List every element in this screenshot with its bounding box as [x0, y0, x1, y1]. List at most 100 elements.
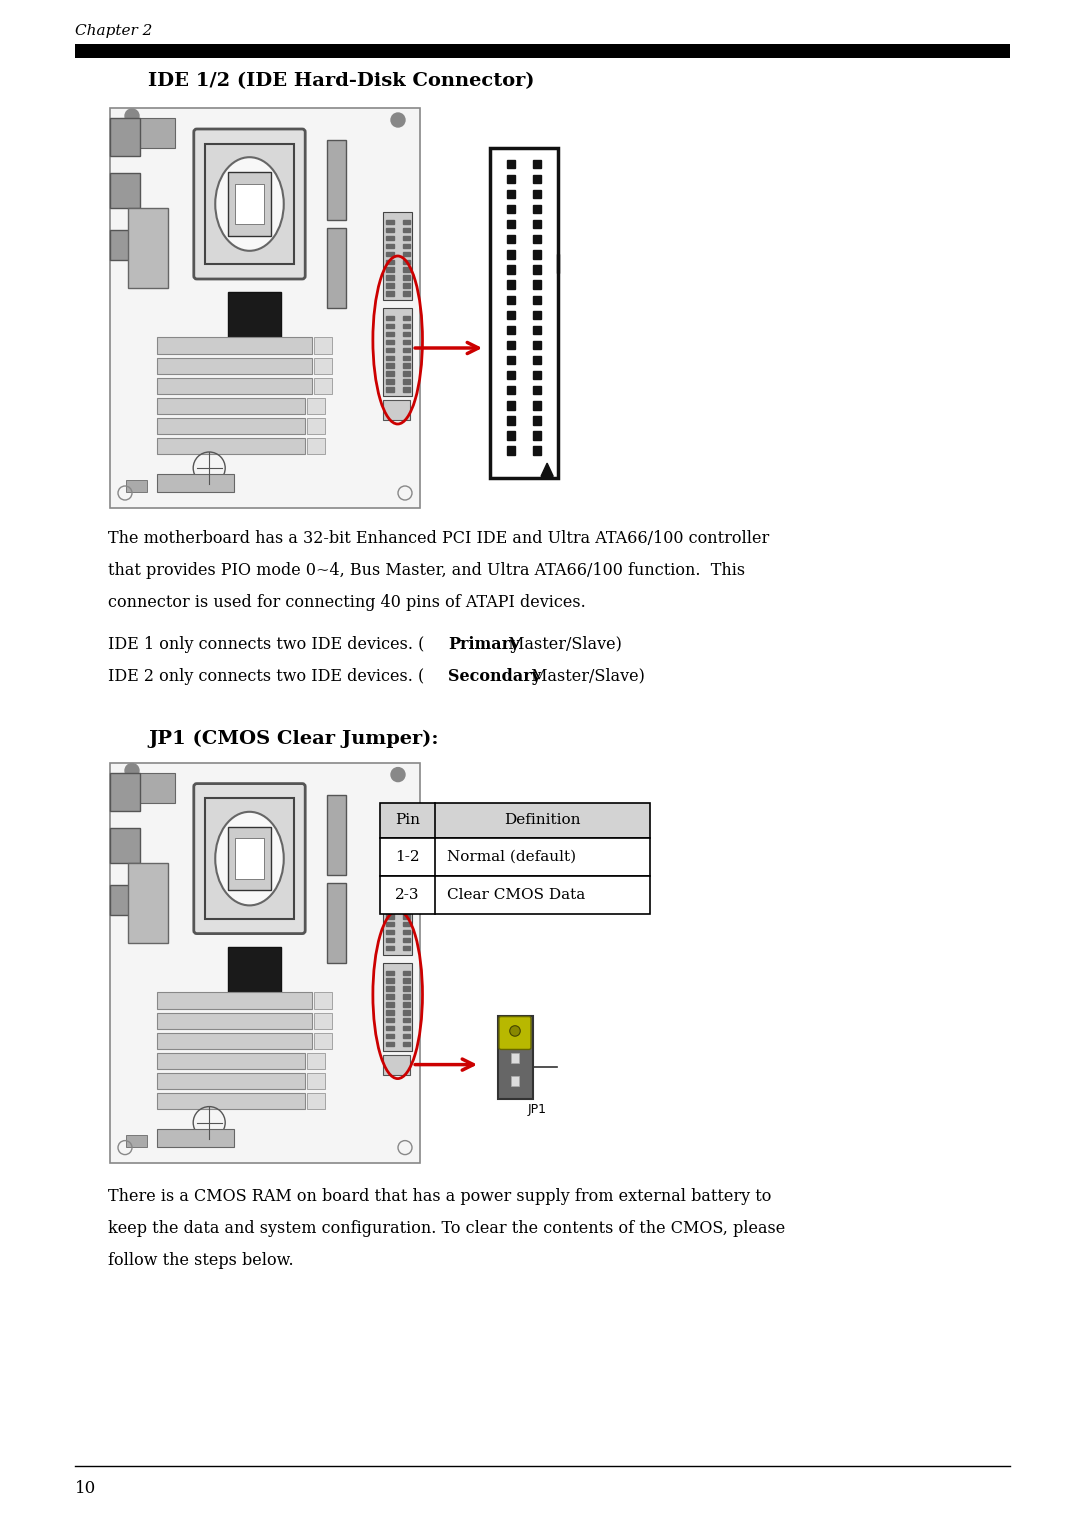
Bar [387, 371, 394, 376]
Text: The motherboard has a 32-bit Enhanced PCI IDE and Ultra ATA66/100 controller: The motherboard has a 32-bit Enhanced PC… [108, 530, 769, 547]
Ellipse shape [215, 811, 284, 906]
Bar [387, 228, 394, 232]
Bar [532, 251, 541, 258]
Bar [387, 921, 394, 926]
Bar [403, 364, 410, 368]
Bar [387, 252, 394, 257]
Bar [387, 292, 394, 295]
FancyBboxPatch shape [110, 885, 138, 915]
Bar [403, 891, 410, 895]
Bar [507, 189, 515, 199]
FancyBboxPatch shape [308, 439, 325, 454]
Bar [532, 220, 541, 228]
FancyBboxPatch shape [498, 1016, 532, 1099]
Bar [387, 883, 394, 886]
Bar [532, 189, 541, 199]
Text: keep the data and system configuration. To clear the contents of the CMOS, pleas: keep the data and system configuration. … [108, 1219, 785, 1236]
Bar [532, 266, 541, 274]
Bar [403, 235, 410, 240]
Bar [507, 310, 515, 319]
Bar [507, 235, 515, 243]
Bar [387, 1010, 394, 1015]
Text: JP1 (CMOS Clear Jumper):: JP1 (CMOS Clear Jumper): [148, 729, 438, 747]
Bar [532, 174, 541, 183]
FancyBboxPatch shape [511, 1053, 519, 1063]
Bar [507, 220, 515, 228]
FancyBboxPatch shape [313, 1013, 333, 1028]
Bar [403, 260, 410, 264]
Bar [387, 987, 394, 990]
Bar [532, 416, 541, 425]
FancyBboxPatch shape [308, 1073, 325, 1088]
Bar [507, 325, 515, 335]
Bar [507, 266, 515, 274]
FancyBboxPatch shape [205, 798, 294, 918]
Bar [387, 332, 394, 336]
Circle shape [125, 108, 139, 122]
Polygon shape [541, 463, 553, 477]
FancyBboxPatch shape [193, 784, 306, 934]
Text: IDE 2 only connects two IDE devices. (: IDE 2 only connects two IDE devices. ( [108, 668, 424, 685]
Circle shape [391, 113, 405, 127]
Bar [403, 1018, 410, 1022]
Bar [532, 235, 541, 243]
FancyBboxPatch shape [380, 802, 650, 837]
Circle shape [510, 1025, 521, 1036]
FancyBboxPatch shape [327, 228, 346, 309]
Text: Secondary: Secondary [448, 668, 541, 685]
Bar [387, 1042, 394, 1047]
Bar [532, 325, 541, 335]
Text: Master/Slave): Master/Slave) [503, 636, 622, 652]
Bar [507, 431, 515, 440]
FancyBboxPatch shape [157, 358, 311, 374]
Bar [507, 446, 515, 455]
Bar [403, 995, 410, 999]
Bar [387, 339, 394, 344]
Bar [387, 1025, 394, 1030]
FancyBboxPatch shape [234, 183, 265, 225]
FancyBboxPatch shape [157, 992, 311, 1008]
FancyBboxPatch shape [382, 963, 413, 1051]
FancyBboxPatch shape [110, 828, 140, 863]
Bar [403, 339, 410, 344]
FancyBboxPatch shape [110, 173, 140, 208]
Bar [387, 324, 394, 329]
FancyBboxPatch shape [125, 480, 147, 492]
Bar [532, 431, 541, 440]
FancyBboxPatch shape [157, 474, 234, 492]
Text: JP1: JP1 [527, 1103, 546, 1115]
FancyBboxPatch shape [383, 400, 409, 420]
Bar [387, 235, 394, 240]
Bar [532, 295, 541, 304]
FancyBboxPatch shape [511, 1076, 519, 1086]
FancyBboxPatch shape [157, 1073, 306, 1088]
Bar [403, 874, 410, 879]
Bar [403, 978, 410, 983]
FancyBboxPatch shape [380, 837, 650, 876]
Bar [387, 379, 394, 384]
Bar [387, 970, 394, 975]
FancyBboxPatch shape [157, 419, 306, 434]
FancyBboxPatch shape [499, 1016, 531, 1050]
Bar [403, 275, 410, 280]
Bar [403, 387, 410, 391]
Text: IDE 1 only connects two IDE devices. (: IDE 1 only connects two IDE devices. ( [108, 636, 424, 652]
Bar [403, 332, 410, 336]
FancyBboxPatch shape [110, 108, 420, 507]
Text: Pin: Pin [395, 813, 420, 827]
FancyBboxPatch shape [228, 947, 281, 995]
Bar [403, 283, 410, 287]
FancyBboxPatch shape [382, 866, 413, 955]
Circle shape [391, 767, 405, 782]
Bar [387, 1034, 394, 1039]
Bar [387, 243, 394, 248]
Bar [403, 970, 410, 975]
Bar [387, 978, 394, 983]
FancyBboxPatch shape [157, 1013, 311, 1028]
FancyBboxPatch shape [313, 338, 333, 354]
FancyBboxPatch shape [110, 762, 420, 1163]
Bar [532, 310, 541, 319]
Bar [556, 254, 559, 274]
FancyBboxPatch shape [327, 883, 346, 963]
Text: Chapter 2: Chapter 2 [75, 24, 152, 38]
